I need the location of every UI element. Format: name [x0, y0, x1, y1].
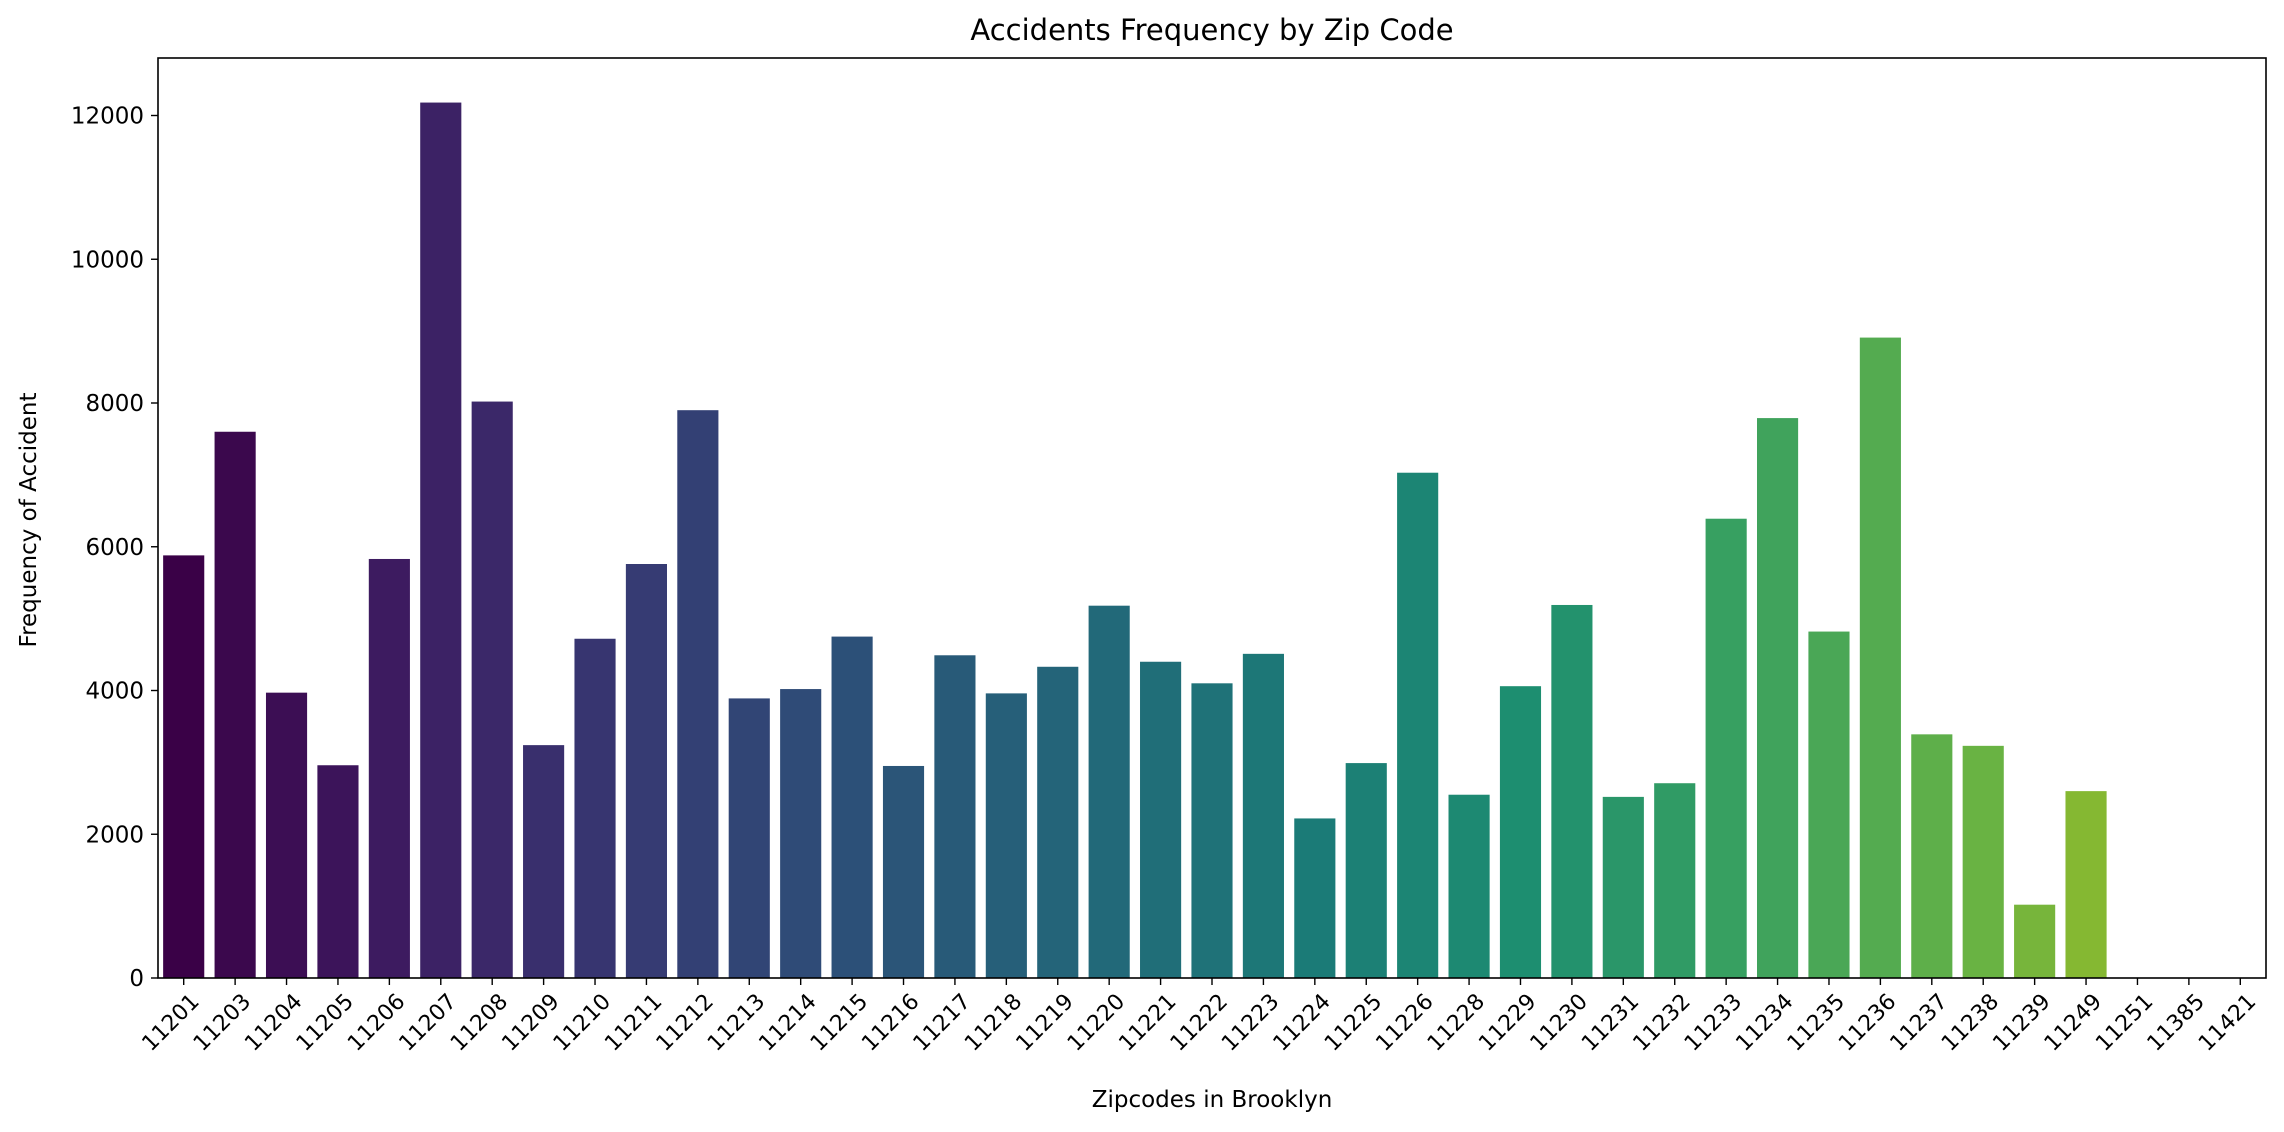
bar-11219 [1037, 666, 1079, 978]
bar-11226 [1397, 472, 1439, 978]
bar-11236 [1859, 337, 1901, 979]
x-tick-label-11215: 11215 [806, 989, 873, 1056]
y-axis-label: Frequency of Accident [16, 393, 42, 648]
bar-11221 [1140, 661, 1182, 978]
x-tick-label-11203: 11203 [189, 989, 256, 1056]
bar-11207 [420, 102, 462, 978]
y-tick-label-12000: 12000 [71, 104, 144, 130]
x-tick-label-11421: 11421 [2194, 989, 2261, 1056]
bar-11217 [934, 655, 976, 978]
x-tick-label-11214: 11214 [755, 989, 822, 1056]
bar-11239 [2014, 904, 2056, 978]
x-tick-label-11232: 11232 [1629, 989, 1696, 1056]
x-tick-label-11229: 11229 [1474, 989, 1541, 1056]
x-tick-label-11212: 11212 [652, 989, 719, 1056]
x-tick-label-11218: 11218 [960, 989, 1027, 1056]
x-tick-label-11209: 11209 [497, 989, 564, 1056]
x-tick-label-11204: 11204 [240, 989, 307, 1056]
bar-11229 [1499, 686, 1542, 978]
x-tick-label-11216: 11216 [857, 989, 924, 1056]
x-tick-label-11249: 11249 [2040, 989, 2107, 1056]
x-tick-label-11205: 11205 [292, 989, 359, 1056]
x-tick-label-11201: 11201 [138, 989, 205, 1056]
bar-11230 [1551, 604, 1593, 978]
x-tick-label-11233: 11233 [1680, 989, 1747, 1056]
bar-11211 [625, 564, 667, 978]
x-tick-label-11219: 11219 [1012, 989, 1079, 1056]
x-axis: 1120111203112041120511206112071120811209… [138, 978, 2261, 1056]
x-axis-label: Zipcodes in Brooklyn [1092, 1087, 1333, 1113]
bar-11234 [1757, 418, 1799, 979]
bar-11205 [317, 765, 359, 978]
bars-group [163, 102, 2261, 979]
x-tick-label-11230: 11230 [1526, 989, 1593, 1056]
x-tick-label-11220: 11220 [1063, 989, 1130, 1056]
x-tick-label-11211: 11211 [600, 989, 667, 1056]
bar-11213 [728, 698, 770, 978]
x-tick-label-11239: 11239 [1988, 989, 2055, 1056]
x-tick-label-11235: 11235 [1783, 989, 1850, 1056]
y-axis: 0 2000 4000 6000 8000 10000 12000 [71, 104, 158, 992]
y-tick-label-0: 0 [129, 966, 144, 992]
bar-11208 [471, 401, 513, 978]
x-tick-label-11207: 11207 [395, 989, 462, 1056]
y-tick-label-10000: 10000 [71, 247, 144, 273]
x-tick-label-11251: 11251 [2091, 989, 2158, 1056]
chart-title: Accidents Frequency by Zip Code [970, 13, 1453, 47]
bar-11214 [780, 689, 822, 978]
bar-11206 [368, 558, 410, 978]
x-tick-label-11210: 11210 [549, 989, 616, 1056]
bar-11201 [163, 555, 205, 979]
x-tick-label-11238: 11238 [1937, 989, 2004, 1056]
bar-11238 [1962, 745, 2004, 978]
y-tick-label-2000: 2000 [85, 822, 144, 848]
x-tick-label-11234: 11234 [1731, 989, 1798, 1056]
plot-frame [157, 57, 2267, 979]
bar-11209 [523, 745, 565, 979]
bar-11204 [265, 692, 308, 978]
x-tick-label-11225: 11225 [1320, 989, 1387, 1056]
x-tick-label-11221: 11221 [1114, 989, 1181, 1056]
bar-11203 [214, 431, 256, 978]
bar-11233 [1705, 518, 1747, 978]
bar-11249 [2065, 791, 2107, 979]
bar-11216 [882, 765, 925, 978]
x-tick-label-11217: 11217 [909, 989, 976, 1056]
x-tick-label-11237: 11237 [1886, 989, 1953, 1056]
x-tick-label-11224: 11224 [1269, 989, 1336, 1056]
bar-11220 [1088, 605, 1130, 978]
x-tick-label-11222: 11222 [1166, 989, 1233, 1056]
bar-11225 [1345, 763, 1387, 978]
bar-11235 [1808, 631, 1850, 978]
y-tick-label-6000: 6000 [85, 535, 144, 561]
x-tick-label-11208: 11208 [446, 989, 513, 1056]
bar-11215 [831, 636, 873, 978]
bar-11237 [1911, 734, 1953, 978]
bar-11232 [1654, 783, 1696, 978]
x-tick-label-11228: 11228 [1423, 989, 1490, 1056]
bar-11228 [1448, 794, 1490, 978]
x-tick-label-11206: 11206 [343, 989, 410, 1056]
x-tick-label-11213: 11213 [703, 989, 770, 1056]
bar-11231 [1602, 796, 1644, 979]
y-tick-label-8000: 8000 [85, 391, 144, 417]
x-tick-label-11236: 11236 [1834, 989, 1901, 1056]
x-tick-label-11231: 11231 [1577, 989, 1644, 1056]
bar-11210 [574, 638, 616, 978]
bar-11224 [1294, 818, 1336, 978]
bar-11218 [985, 693, 1027, 979]
x-tick-label-11226: 11226 [1371, 989, 1438, 1056]
bar-11223 [1242, 653, 1284, 978]
x-tick-label-11223: 11223 [1217, 989, 1284, 1056]
y-tick-label-4000: 4000 [85, 679, 144, 705]
x-tick-label-11385: 11385 [2143, 989, 2210, 1056]
bar-11212 [677, 410, 719, 978]
bar-11222 [1191, 683, 1233, 978]
